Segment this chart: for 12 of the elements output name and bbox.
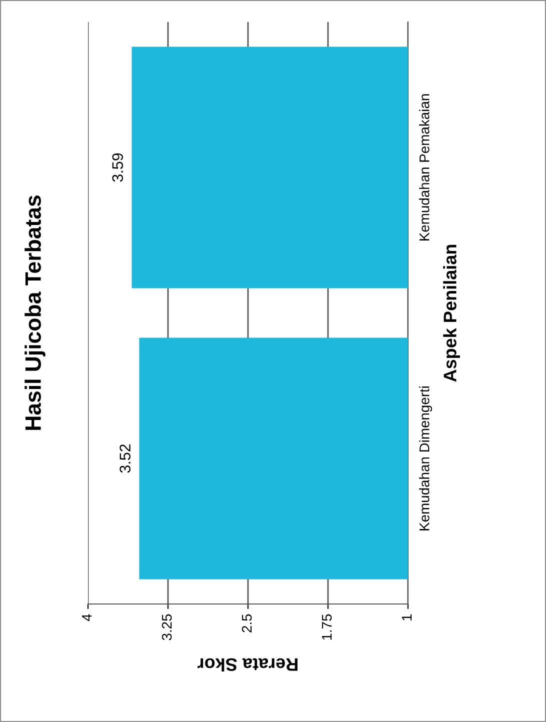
text: Hasil Ujicoba Terbatas [24,196,46,430]
x-axis-title: Rerata Skor [198,658,298,672]
y-tick-label: Kemudahan Dimengerti [419,386,432,530]
y-tick-label: Kemudahan Pemakaian [419,94,430,240]
x-tick-label: 3.25 [162,614,172,640]
data-label: 3.59 [112,153,124,182]
x-tick-label: 1.75 [322,614,332,640]
x-tick-label: 4 [82,614,92,622]
data-label: 3.52 [120,444,130,473]
x-tick-label: 1 [402,614,412,620]
x-tick-label: 2.5 [242,614,252,632]
y-axis-title: Aspek Penilaian [443,244,460,382]
